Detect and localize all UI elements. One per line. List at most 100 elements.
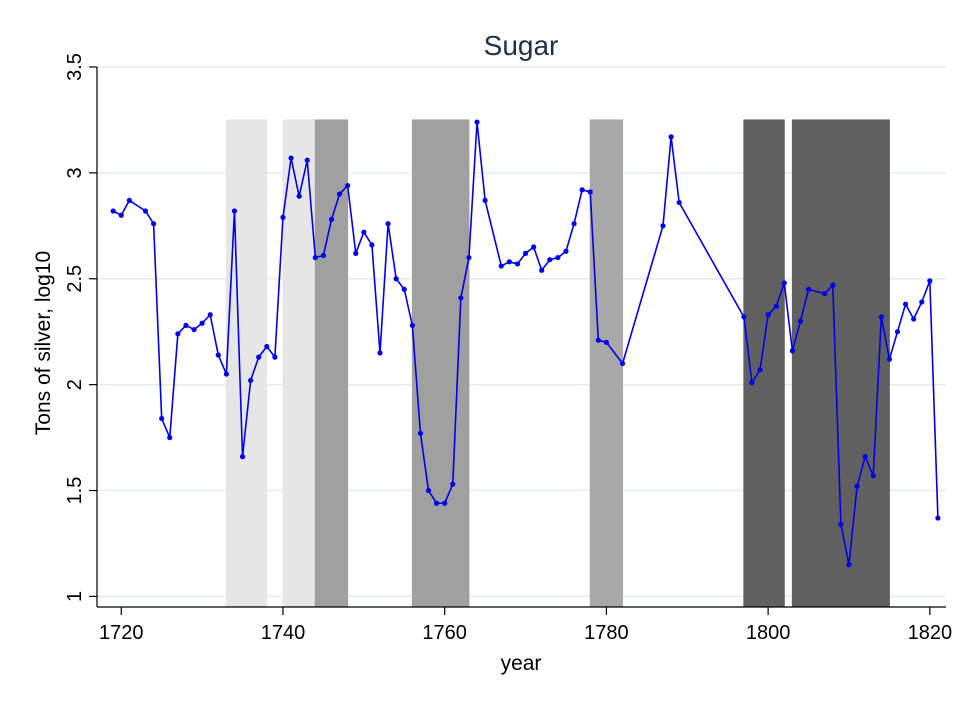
- data-point-82: [894, 329, 901, 335]
- data-point-42: [458, 295, 464, 301]
- data-point-23: [304, 157, 310, 163]
- data-point-3: [142, 208, 149, 214]
- data-point-43: [466, 254, 472, 261]
- data-point-76: [846, 562, 852, 568]
- data-point-27: [336, 191, 343, 197]
- data-point-25: [320, 252, 326, 259]
- data-point-32: [377, 350, 383, 356]
- data-point-78: [862, 454, 868, 460]
- data-point-79: [870, 473, 876, 479]
- shaded-periods: [225, 119, 890, 608]
- data-point-5: [159, 415, 165, 422]
- data-point-15: [239, 454, 246, 460]
- y-axis-label: Tons of silver, log10: [32, 251, 55, 435]
- y-tick-label-3: 2.5: [64, 265, 86, 293]
- data-point-77: [854, 483, 860, 489]
- data-point-6: [167, 434, 173, 441]
- data-point-85: [919, 299, 925, 305]
- data-point-70: [789, 348, 795, 354]
- shaded-period-3: [411, 119, 470, 608]
- data-point-87: [935, 515, 941, 521]
- data-point-37: [417, 430, 424, 436]
- data-point-51: [539, 267, 545, 273]
- x-tick-label-2: 1760: [422, 622, 467, 644]
- data-point-83: [902, 301, 909, 307]
- data-point-52: [547, 257, 553, 263]
- data-point-49: [522, 250, 529, 256]
- data-point-58: [595, 337, 601, 343]
- axes: [96, 67, 946, 608]
- data-point-9: [191, 326, 197, 333]
- data-point-65: [749, 379, 755, 386]
- data-point-54: [563, 248, 569, 254]
- data-point-81: [886, 356, 893, 362]
- data-point-30: [361, 229, 367, 235]
- data-point-44: [474, 119, 480, 125]
- data-point-4: [151, 221, 157, 227]
- x-tick-label-1: 1740: [261, 622, 306, 644]
- y-tick-label-4: 3: [64, 167, 86, 178]
- data-point-31: [369, 242, 375, 248]
- data-point-84: [911, 316, 917, 322]
- data-point-55: [571, 221, 577, 227]
- data-point-0: [110, 208, 116, 214]
- data-point-8: [183, 322, 189, 328]
- shaded-period-4: [589, 119, 624, 608]
- data-point-63: [676, 199, 682, 206]
- shaded-period-0: [225, 119, 268, 608]
- y-axis-ticks: 1 1.5 2 2.5 3 3.5: [64, 53, 97, 602]
- data-point-21: [288, 155, 294, 161]
- data-point-45: [482, 197, 488, 204]
- data-point-86: [927, 278, 933, 284]
- data-point-1: [118, 212, 124, 218]
- x-tick-label-4: 1800: [746, 622, 791, 644]
- data-point-33: [385, 221, 391, 227]
- x-axis-label: year: [501, 652, 542, 675]
- y-tick-label-2: 2: [64, 379, 86, 390]
- data-point-59: [603, 339, 610, 345]
- shaded-period-6: [791, 119, 890, 608]
- series-group: [110, 119, 941, 568]
- data-point-80: [878, 314, 884, 320]
- y-tick-label-5: 3.5: [64, 53, 86, 81]
- data-point-62: [668, 134, 674, 140]
- data-point-40: [442, 500, 448, 506]
- data-point-41: [450, 481, 456, 487]
- data-point-26: [328, 216, 335, 223]
- chart-title: Sugar: [484, 30, 559, 61]
- data-point-64: [741, 314, 747, 320]
- data-point-69: [781, 280, 787, 286]
- data-point-39: [434, 500, 440, 506]
- data-point-7: [175, 331, 181, 337]
- data-point-10: [199, 320, 205, 326]
- data-point-46: [498, 263, 504, 269]
- data-point-35: [401, 286, 407, 292]
- data-point-71: [797, 318, 804, 324]
- data-point-50: [531, 244, 537, 250]
- data-point-68: [773, 303, 779, 309]
- data-point-67: [765, 312, 771, 318]
- data-point-16: [248, 377, 254, 384]
- x-tick-label-5: 1820: [908, 622, 953, 644]
- data-point-56: [579, 187, 585, 193]
- series-line-0: [112, 121, 939, 566]
- data-point-34: [393, 276, 399, 282]
- data-point-17: [256, 354, 262, 360]
- x-tick-label-0: 1720: [99, 622, 144, 644]
- shaded-period-5: [743, 119, 785, 608]
- data-point-61: [660, 223, 666, 229]
- data-point-48: [514, 261, 521, 267]
- x-axis-ticks: 1720 1740 1760 1780 1800 1820: [99, 607, 952, 644]
- data-point-60: [619, 360, 626, 367]
- data-point-57: [587, 189, 593, 195]
- data-point-12: [215, 352, 221, 358]
- data-point-20: [280, 214, 286, 220]
- data-point-74: [830, 282, 836, 288]
- data-point-28: [345, 182, 351, 189]
- y-tick-label-1: 1.5: [64, 477, 86, 505]
- data-point-66: [757, 367, 763, 373]
- data-point-47: [506, 259, 512, 265]
- data-point-22: [296, 193, 302, 199]
- x-tick-label-3: 1780: [584, 622, 629, 644]
